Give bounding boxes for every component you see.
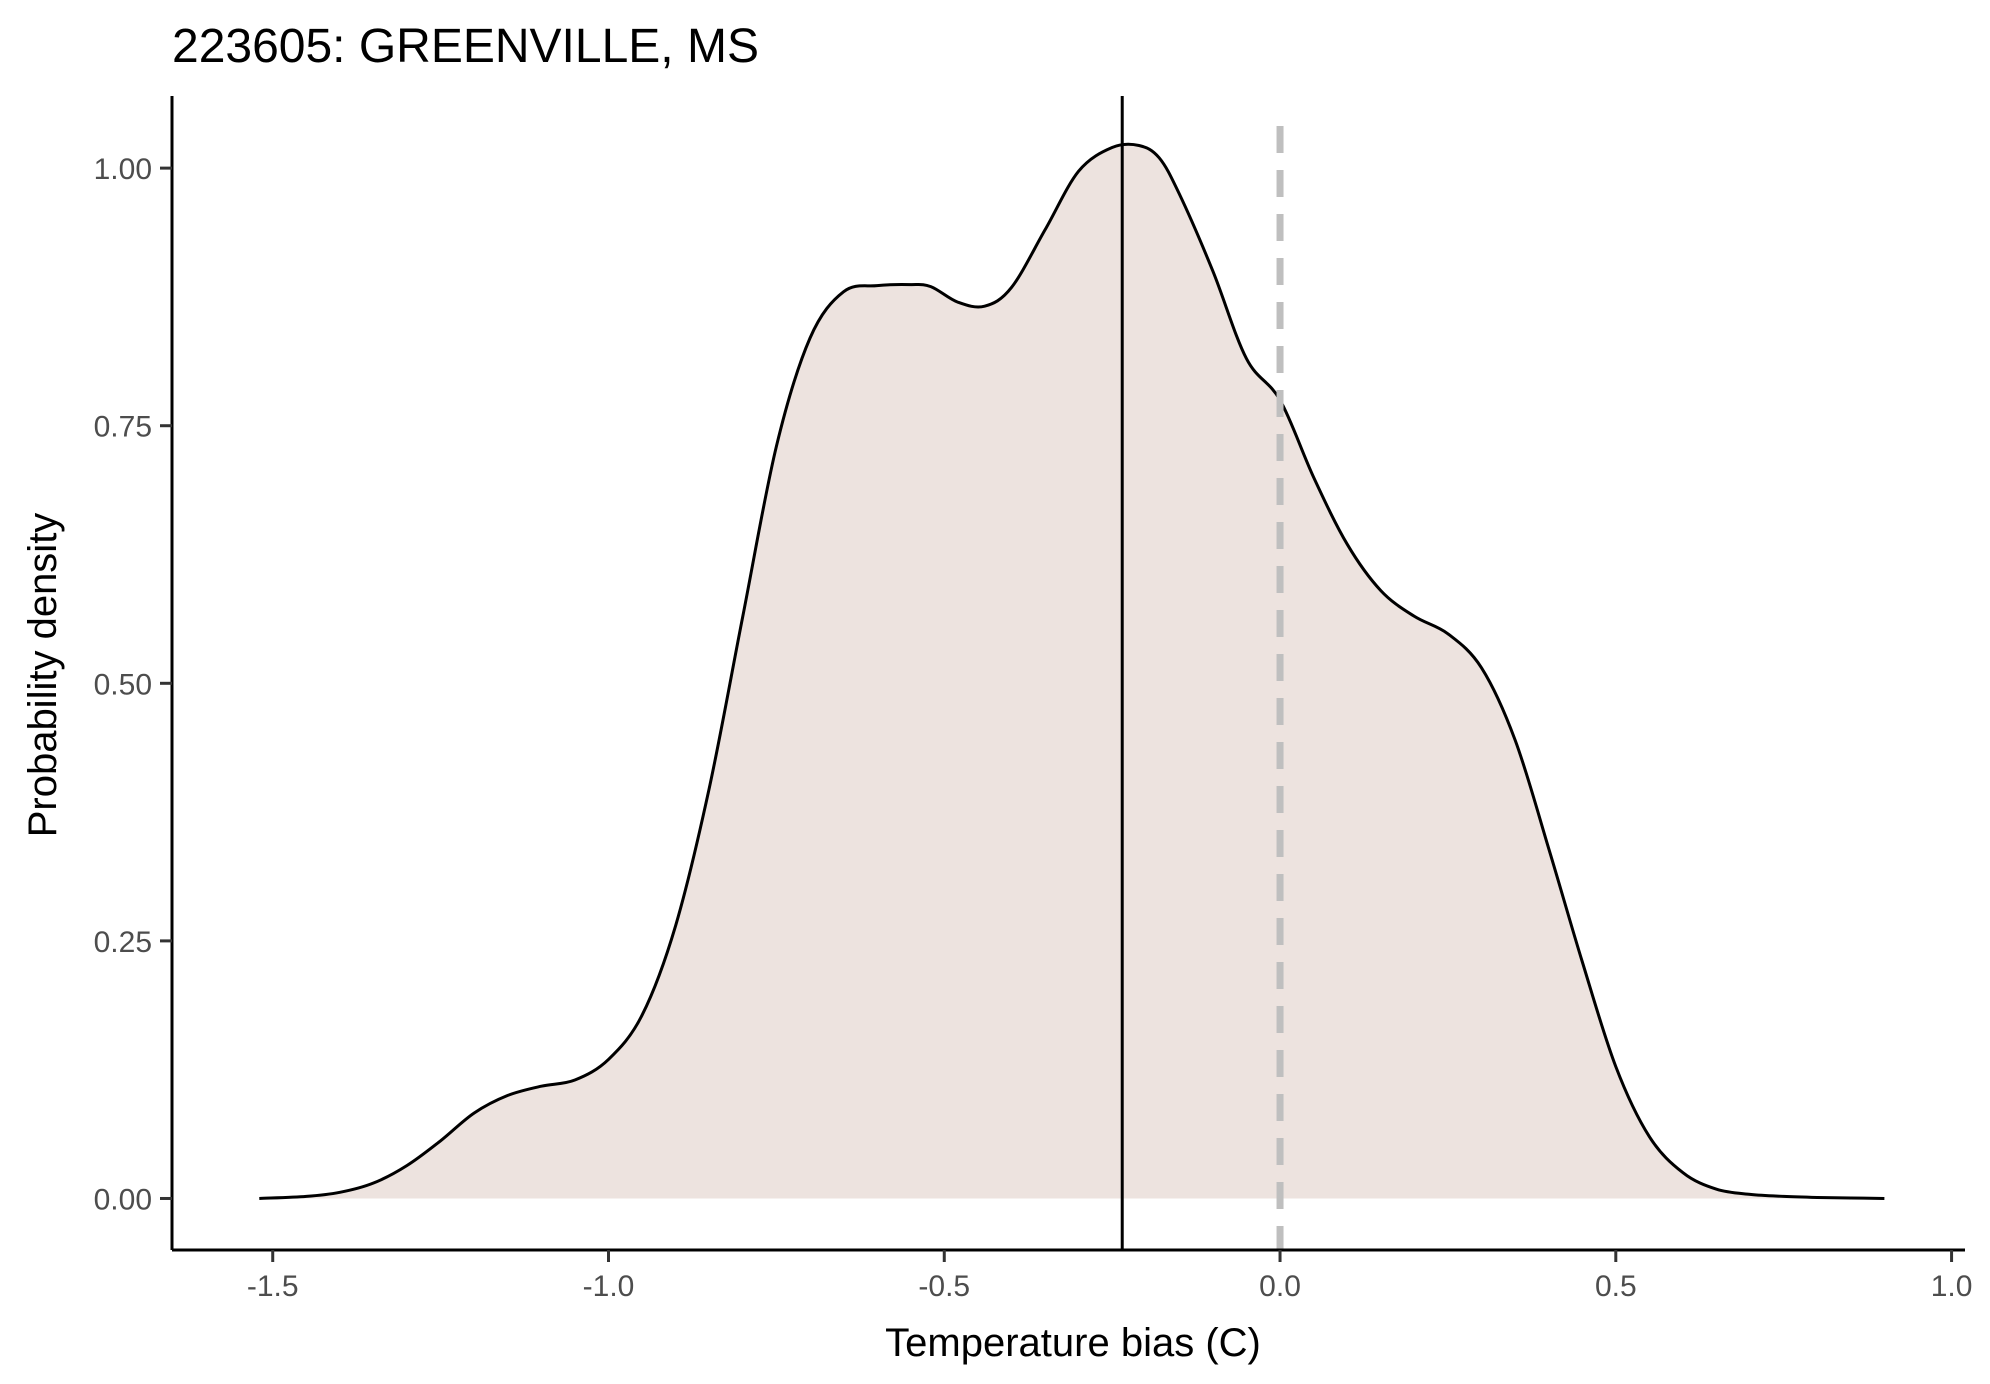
axes: -1.5 -1.0 -0.5 0.0 0.5 1.0 0.00 0.25 0.50 0.75 1.…: [94, 96, 1973, 1303]
y-axis-ticks: 0.00 0.25 0.50 0.75 1.00: [94, 153, 172, 1216]
y-tick-label: 0.25: [94, 926, 152, 959]
x-tick-label: 0.5: [1595, 1270, 1637, 1303]
y-tick-label: 0.75: [94, 411, 152, 444]
y-tick-label: 0.50: [94, 668, 152, 701]
x-tick-label: -1.0: [583, 1270, 635, 1303]
y-tick-label: 0.00: [94, 1183, 152, 1216]
x-axis-ticks: -1.5 -1.0 -0.5 0.0 0.5 1.0: [247, 1250, 1973, 1303]
x-tick-label: 0.0: [1259, 1270, 1301, 1303]
x-tick-label: 1.0: [1931, 1270, 1973, 1303]
x-tick-label: -1.5: [247, 1270, 299, 1303]
x-axis-title: Temperature bias (C): [885, 1321, 1261, 1365]
plot-area: [259, 96, 1885, 1250]
x-tick-label: -0.5: [918, 1270, 970, 1303]
density-curve: [259, 142, 1885, 1200]
y-axis-title: Probability density: [21, 513, 65, 838]
density-area-fill: [259, 144, 1885, 1199]
y-tick-label: 1.00: [94, 153, 152, 186]
reference-lines: [1120, 96, 1284, 1250]
chart-title: 223605: GREENVILLE, MS: [172, 20, 759, 73]
